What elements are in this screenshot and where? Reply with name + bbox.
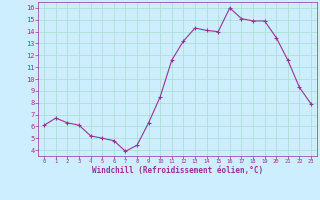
X-axis label: Windchill (Refroidissement éolien,°C): Windchill (Refroidissement éolien,°C) <box>92 166 263 175</box>
